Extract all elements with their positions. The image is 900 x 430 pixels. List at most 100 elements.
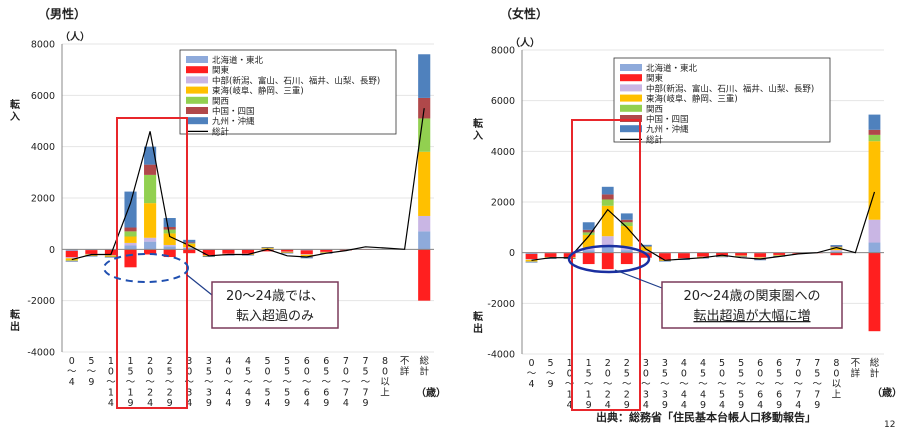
bar-segment — [183, 247, 196, 250]
x-tick-label: 3 0 ～ 3 4 — [641, 358, 651, 411]
female-callout-connector — [614, 269, 663, 289]
bar-segment — [544, 253, 557, 257]
bar-segment — [620, 222, 633, 227]
bar-segment — [418, 249, 431, 301]
bar-segment — [300, 257, 313, 259]
bar-segment — [601, 246, 614, 253]
bar-segment — [320, 251, 333, 253]
bar-segment — [716, 256, 728, 257]
x-tick-label: 1 5 ～ 1 9 — [126, 356, 136, 409]
bar-segment — [868, 219, 881, 243]
bar-segment — [85, 255, 98, 256]
bar-segment — [658, 260, 671, 262]
x-tick-label: 8 0 以上 — [380, 356, 390, 399]
legend-label: 中部(新潟、富山、石川、福井、山梨、長野) — [212, 75, 380, 86]
bar-segment — [85, 256, 98, 257]
y-tick-label: 0 — [49, 245, 55, 256]
bar-segment — [163, 244, 176, 247]
bar-segment — [222, 249, 235, 254]
bar-segment — [281, 251, 294, 253]
male-highlight-box — [116, 117, 188, 409]
bar-segment — [620, 226, 633, 247]
male-total-line — [71, 108, 425, 261]
y-tick-label: 8000 — [491, 46, 515, 57]
bar-segment — [163, 249, 176, 258]
bar-segment — [754, 253, 767, 257]
bar-segment — [65, 261, 78, 262]
x-tick-label: 8 0 以上 — [832, 358, 842, 401]
male-annotation-line-2: 転入超過のみ — [236, 309, 314, 324]
legend-label: 総計 — [212, 126, 230, 137]
x-tick-label: 5 0 ～ 5 4 — [263, 356, 273, 409]
bar-segment — [735, 255, 748, 256]
bar-segment — [716, 252, 728, 256]
bar-segment — [735, 252, 748, 256]
bar-segment — [183, 242, 196, 244]
bar-segment — [525, 253, 538, 259]
legend-label: 北海道・東北 — [212, 55, 264, 66]
bar-segment — [582, 234, 595, 248]
male-y-tick-labels: -4000 -2000 0 2000 4000 6000 8000 — [27, 40, 55, 359]
legend-swatch — [620, 74, 642, 82]
bar-segment — [300, 250, 313, 255]
legend-label: 関西 — [646, 105, 663, 115]
x-tick-label: 3 5 ～ 3 9 — [204, 356, 214, 409]
bar-segment — [418, 215, 431, 232]
x-tick-label: 4 0 ～ 4 4 — [224, 356, 234, 409]
bar-segment — [65, 249, 78, 251]
bar-segment — [418, 151, 431, 216]
x-tick-label: 2 5 ～ 2 9 — [622, 358, 632, 411]
y-tick-label: 0 — [509, 248, 515, 259]
bar-segment — [868, 134, 881, 142]
legend-box — [613, 57, 831, 143]
bar-segment — [868, 141, 881, 220]
bar-segment — [183, 247, 196, 248]
female-ylabel-out-1: 転 — [473, 310, 483, 323]
bar-segment — [601, 199, 614, 206]
bar-segment — [582, 252, 595, 265]
legend-swatch — [186, 117, 208, 125]
bar-segment — [241, 249, 255, 254]
x-tick-label: 3 0 ～ 3 4 — [185, 356, 195, 409]
female-ylabel-in-1: 転 — [473, 117, 483, 130]
bar-segment — [639, 250, 652, 252]
bar-segment — [104, 256, 118, 258]
y-tick-label: 2000 — [31, 194, 55, 205]
bar-segment — [144, 249, 157, 255]
legend-swatch — [620, 115, 642, 122]
bar-segment — [65, 257, 78, 259]
bar-segment — [85, 250, 98, 254]
bar-segment — [202, 256, 215, 257]
bar-segment — [418, 54, 431, 98]
male-callout-connector — [186, 274, 213, 296]
bar-segment — [830, 247, 843, 251]
x-tick-label: 総計 — [870, 357, 880, 380]
x-tick-label: 4 5 ～ 4 9 — [698, 358, 708, 411]
bar-segment — [582, 250, 595, 253]
x-tick-label: 1 5 ～ 1 9 — [584, 358, 594, 411]
bar-segment — [830, 245, 843, 247]
bar-segment — [868, 242, 881, 253]
bar-segment — [697, 252, 709, 257]
bar-segment — [104, 256, 118, 258]
bar-segment — [773, 252, 786, 255]
legend-label: 九州・沖縄 — [212, 116, 255, 127]
legend-swatch — [620, 94, 642, 102]
legend-swatch — [186, 66, 208, 74]
source-note: 出典：総務省「住民基本台帳人口移動報告」 — [596, 410, 816, 424]
female-xlabel: （歳） — [872, 386, 900, 399]
bar-segment — [658, 253, 671, 260]
legend-label: 九州・沖縄 — [646, 124, 689, 135]
female-unit-label: （人） — [510, 36, 540, 49]
bar-segment — [754, 256, 767, 258]
bar-segment — [658, 261, 671, 262]
male-x-tick-labels: 0 ～ 4 5 ～ 9 1 0 ～ 1 4 1 5 ～ 1 9 2 0 ～ 2 4 2 5 ～ 2 9 3 0 ～ 3 4 3 5 ～ 3 9 4 0 ～ 4… — [67, 355, 429, 409]
y-tick-label: 4000 — [491, 147, 515, 158]
female-y-tick-labels: -4000 -2000 0 2000 4000 6000 8000 — [487, 46, 515, 361]
bar-segment — [65, 260, 78, 261]
y-tick-label: -4000 — [487, 350, 515, 361]
legend-label: 関東 — [212, 65, 230, 76]
x-tick-label: 5 5 ～ 5 9 — [282, 356, 292, 409]
x-tick-label: 5 0 ～ 5 4 — [717, 358, 727, 411]
x-tick-label: 7 5 ～ 7 9 — [361, 356, 371, 409]
